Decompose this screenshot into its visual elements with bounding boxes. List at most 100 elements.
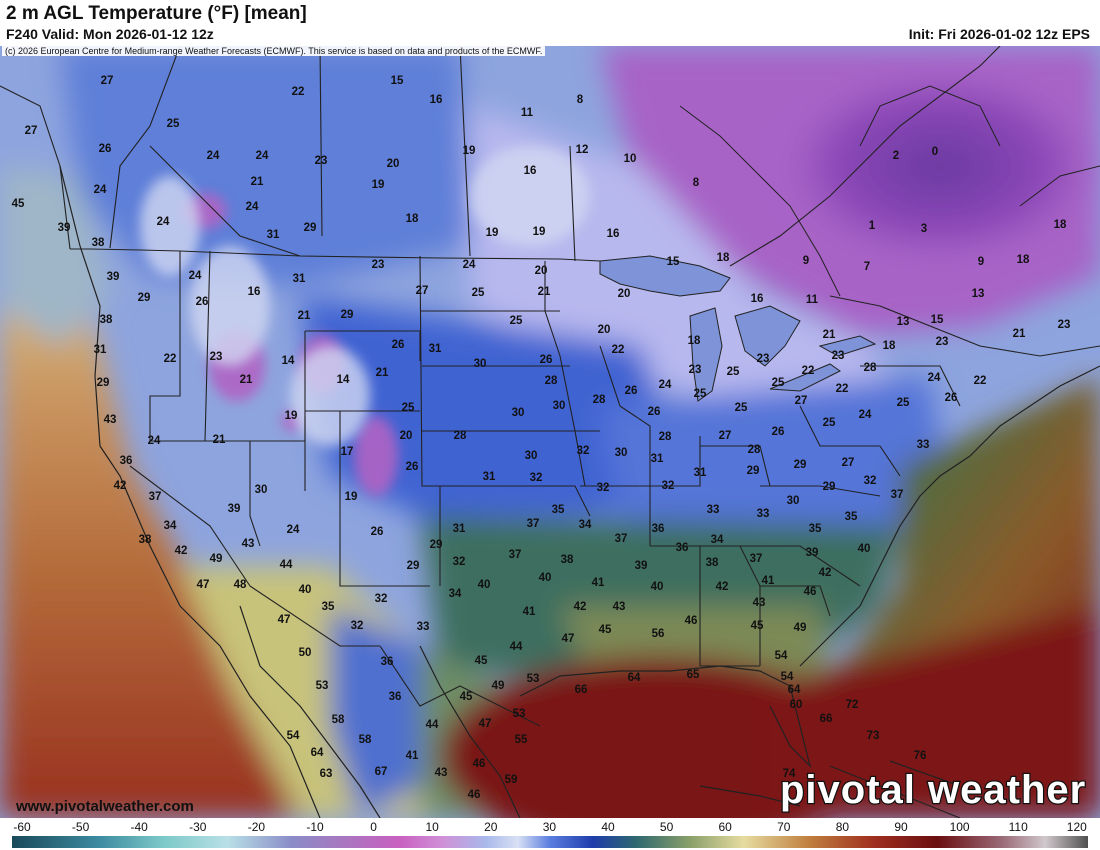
temperature-map[interactable]: (c) 2026 European Centre for Medium-rang…: [0, 46, 1100, 818]
colorbar-tick: 10: [425, 820, 439, 834]
temp-label: 26: [624, 385, 638, 397]
temp-label: 45: [598, 624, 612, 636]
temp-label: 33: [706, 504, 720, 516]
temp-label: 38: [705, 557, 719, 569]
temp-label: 23: [831, 350, 845, 362]
temp-label: 48: [233, 579, 247, 591]
temp-label: 45: [11, 198, 25, 210]
temp-label: 37: [614, 533, 628, 545]
temp-label: 41: [405, 750, 419, 762]
temp-label: 25: [734, 402, 748, 414]
temp-label: 21: [822, 329, 836, 341]
temp-label: 36: [380, 656, 394, 668]
temp-label: 25: [471, 287, 485, 299]
temp-label: 19: [532, 226, 546, 238]
temp-label: 39: [106, 271, 120, 283]
temp-label: 49: [491, 680, 505, 692]
temp-label: 27: [794, 395, 808, 407]
temp-label: 45: [750, 620, 764, 632]
temp-label: 23: [688, 364, 702, 376]
temp-label: 29: [303, 222, 317, 234]
temp-label: 47: [561, 633, 575, 645]
temp-label: 25: [896, 397, 910, 409]
colorbar-tick: 70: [777, 820, 791, 834]
temp-label: 27: [718, 430, 732, 442]
temp-label: 24: [156, 216, 170, 228]
temp-label: 16: [606, 228, 620, 240]
temp-label: 16: [750, 293, 764, 305]
temp-label: 8: [576, 94, 584, 106]
temp-label: 30: [552, 400, 566, 412]
temp-label: 44: [425, 719, 439, 731]
temp-label: 72: [845, 699, 859, 711]
temp-label: 7: [863, 261, 871, 273]
temp-label: 30: [254, 484, 268, 496]
temp-label: 18: [716, 252, 730, 264]
temp-label: 19: [485, 227, 499, 239]
temp-label: 30: [614, 447, 628, 459]
temp-label: 14: [336, 374, 350, 386]
map-title: 2 m AGL Temperature (°F) [mean]: [6, 3, 307, 24]
temp-label: 28: [658, 431, 672, 443]
temp-label: 20: [597, 324, 611, 336]
temp-label: 34: [710, 534, 724, 546]
temp-label: 34: [578, 519, 592, 531]
temp-label: 35: [808, 523, 822, 535]
temp-label: 27: [24, 125, 38, 137]
temp-label: 1: [868, 220, 876, 232]
temp-label: 58: [331, 714, 345, 726]
temp-label: 46: [472, 758, 486, 770]
temp-label: 22: [835, 383, 849, 395]
temp-label: 76: [913, 750, 927, 762]
temp-label: 42: [715, 581, 729, 593]
temp-label: 13: [971, 288, 985, 300]
colorbar: -60 -50 -40 -30 -20 -10 0 10 20 30 40 50 60 70 80 90 100…: [0, 818, 1100, 850]
colorbar-tick: 120: [1066, 820, 1087, 834]
temp-label: 32: [661, 480, 675, 492]
temp-label: 32: [350, 620, 364, 632]
temp-label: 39: [227, 503, 241, 515]
temp-label: 41: [761, 575, 775, 587]
temp-label: 33: [756, 508, 770, 520]
temp-label: 26: [647, 406, 661, 418]
temp-label: 42: [573, 601, 587, 613]
temp-label: 31: [428, 343, 442, 355]
temp-label: 53: [512, 708, 526, 720]
temp-label: 25: [726, 366, 740, 378]
website-url[interactable]: www.pivotalweather.com: [16, 798, 194, 815]
colorbar-gradient: [12, 836, 1088, 848]
temp-label: 43: [103, 414, 117, 426]
temp-label: 21: [250, 176, 264, 188]
colorbar-tick: -20: [247, 820, 266, 834]
temp-label: 26: [98, 143, 112, 155]
temp-label: 26: [195, 296, 209, 308]
temp-label: 49: [793, 622, 807, 634]
temp-label: 28: [592, 394, 606, 406]
colorbar-tick: -30: [189, 820, 207, 834]
temp-label: 24: [658, 379, 672, 391]
copyright-notice: (c) 2026 European Centre for Medium-rang…: [2, 46, 546, 56]
temp-label: 41: [591, 577, 605, 589]
temp-label: 28: [544, 375, 558, 387]
temp-label: 50: [298, 647, 312, 659]
temp-label: 40: [298, 584, 312, 596]
temp-label: 20: [534, 265, 548, 277]
temp-label: 38: [138, 534, 152, 546]
temp-label: 23: [314, 155, 328, 167]
temp-label: 40: [538, 572, 552, 584]
temp-label: 45: [474, 655, 488, 667]
temp-label: 54: [780, 671, 794, 683]
temp-label: 24: [147, 435, 161, 447]
colorbar-tick: -50: [71, 820, 90, 834]
temp-label: 23: [756, 353, 770, 365]
temp-label: 39: [634, 560, 648, 572]
temp-label: 33: [916, 439, 930, 451]
colorbar-tick: 40: [601, 820, 615, 834]
temp-label: 74: [782, 768, 796, 780]
temp-label: 25: [509, 315, 523, 327]
temp-label: 37: [890, 489, 904, 501]
temp-label: 55: [514, 734, 528, 746]
temp-label: 44: [509, 641, 523, 653]
temp-label: 25: [401, 402, 415, 414]
temp-label: 31: [650, 453, 664, 465]
